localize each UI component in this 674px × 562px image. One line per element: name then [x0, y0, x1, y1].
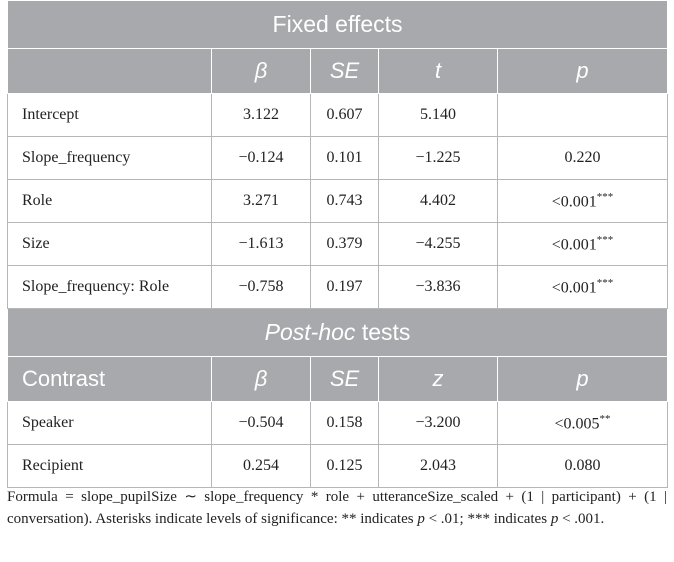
p-cell: <0.001*** — [496, 222, 669, 266]
note: *** indicates — [467, 511, 548, 527]
cell: 3.122 — [211, 93, 311, 137]
row-label: Size — [7, 222, 212, 266]
p-value: <0.001 — [551, 236, 597, 254]
p-cell — [496, 93, 669, 137]
cell: 5.140 — [378, 93, 498, 137]
row-label: Recipient — [7, 444, 212, 488]
p-value: 0.080 — [564, 457, 601, 474]
p-cell: <0.005** — [496, 401, 669, 445]
note: p — [550, 511, 559, 527]
p-value: <0.005 — [554, 415, 600, 433]
stars: *** — [596, 276, 614, 289]
stars: *** — [596, 233, 614, 246]
p-value: <0.001 — [551, 193, 597, 211]
p-cell: 0.080 — [496, 444, 669, 488]
cell: 3.271 — [211, 179, 311, 223]
header-cell: z — [378, 356, 498, 402]
row: Size −1.613 0.379 −4.255 <0.001*** — [7, 222, 669, 266]
footnote: Formula = slope_pupilSize ∼ slope_freque… — [7, 486, 667, 530]
header-row: Contrast β SE z p — [7, 356, 669, 402]
note: ** indicates — [341, 511, 414, 527]
header-cell: Contrast — [7, 356, 212, 402]
cell: 0.158 — [310, 401, 379, 445]
row: Intercept 3.122 0.607 5.140 — [7, 93, 669, 137]
cell: 0.125 — [310, 444, 379, 488]
formula: Formula = slope_pupilSize ∼ slope_freque… — [7, 489, 667, 527]
cell: 0.254 — [211, 444, 311, 488]
band-row: Post-hoc tests — [6, 308, 669, 357]
p-cell: 0.220 — [496, 136, 669, 180]
p-cell: <0.001*** — [496, 265, 669, 309]
table-wrap: Fixed effects β SE t p Intercept 3.122 0.607 5.1… — [6, 0, 669, 488]
row-label: Role — [7, 179, 212, 223]
row: Slope_frequency −0.124 0.101 −1.225 0.220 — [7, 136, 669, 180]
note: p — [417, 511, 425, 527]
cell: −3.200 — [378, 401, 498, 445]
cell: 0.197 — [310, 265, 379, 309]
band-row: Fixed effects — [6, 0, 669, 49]
cell: −4.255 — [378, 222, 498, 266]
cell: 0.743 — [310, 179, 379, 223]
section-title: Fixed effects — [6, 0, 669, 49]
row: Slope_frequency: Role −0.758 0.197 −3.836 <0… — [7, 265, 669, 309]
cell: −0.758 — [211, 265, 311, 309]
header-cell — [7, 48, 212, 94]
p-value: 0.220 — [564, 149, 601, 166]
cell: 0.607 — [310, 93, 379, 137]
header-cell: p — [496, 356, 669, 402]
row-label: Slope_frequency: Role — [7, 265, 212, 309]
row-label: Slope_frequency — [7, 136, 212, 180]
note: Asterisks indicate levels of significanc… — [95, 511, 338, 527]
row: Speaker −0.504 0.158 −3.200 <0.005** — [7, 401, 669, 445]
header-cell: SE — [310, 356, 379, 402]
p-value: <0.001 — [551, 279, 597, 297]
row: Recipient 0.254 0.125 2.043 0.080 — [7, 444, 669, 488]
cell: −0.124 — [211, 136, 311, 180]
cell: −0.504 — [211, 401, 311, 445]
row-label: Speaker — [7, 401, 212, 445]
cell: −1.225 — [378, 136, 498, 180]
note: < .001. — [562, 511, 605, 527]
cell: −1.613 — [211, 222, 311, 266]
cell: 4.402 — [378, 179, 498, 223]
p-cell: <0.001*** — [496, 179, 669, 223]
row-label: Intercept — [7, 93, 212, 137]
section-title: Post-hoc tests — [6, 308, 669, 357]
stars: ** — [599, 412, 611, 425]
header-cell: SE — [310, 48, 379, 94]
title-italic: Post-hoc — [264, 319, 356, 345]
header-row: β SE t p — [7, 48, 669, 94]
cell: 2.043 — [378, 444, 498, 488]
note: < .01; — [428, 511, 464, 527]
cell: 0.379 — [310, 222, 379, 266]
header-cell: β — [211, 48, 311, 94]
header-cell: β — [211, 356, 311, 402]
results-table: Fixed effects β SE t p Intercept 3.122 0.607 5.1… — [6, 0, 669, 488]
header-cell: t — [378, 48, 498, 94]
stars: *** — [596, 190, 614, 203]
header-cell: p — [496, 48, 669, 94]
row: Role 3.271 0.743 4.402 <0.001*** — [7, 179, 669, 223]
title-rest: tests — [361, 319, 411, 345]
cell: −3.836 — [378, 265, 498, 309]
cell: 0.101 — [310, 136, 379, 180]
